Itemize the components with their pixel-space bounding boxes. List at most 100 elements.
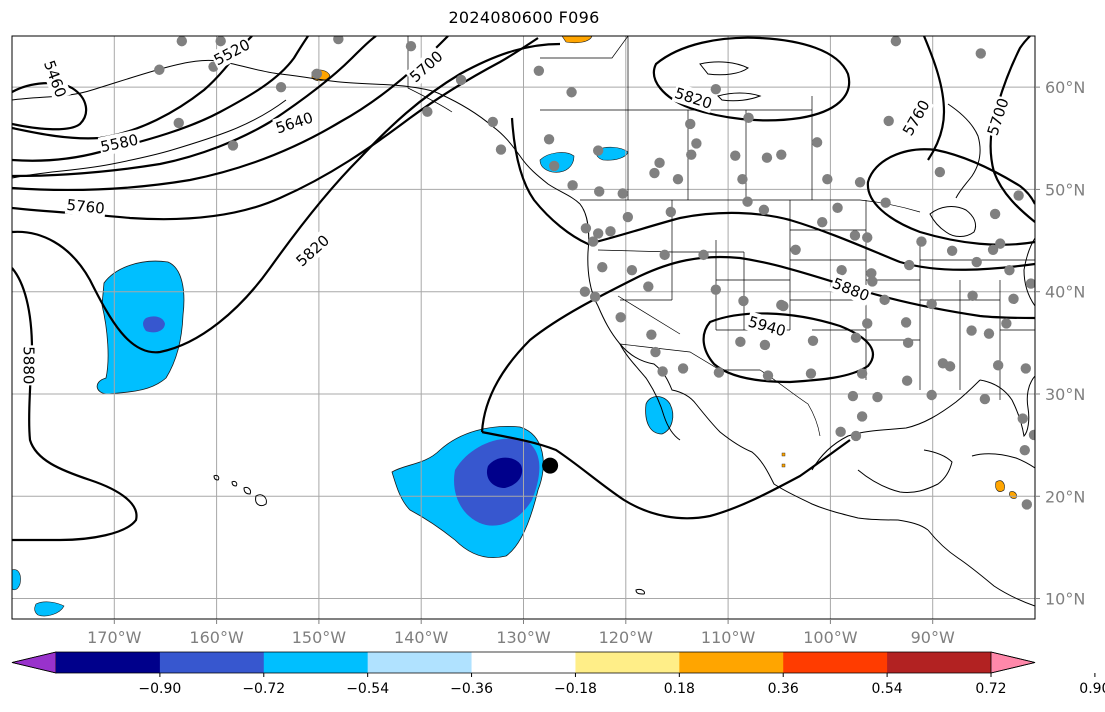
colorbar-swatch-2 [263, 652, 369, 673]
coastline-cuba [971, 453, 1035, 469]
station-marker-67 [657, 366, 668, 377]
anomaly-region-southwest [34, 601, 65, 617]
station-marker-104 [650, 346, 661, 358]
colorbar: −0.90 −0.72 −0.54 −0.36 −0.18 0.18 0.36 0.54 0.7… [11, 651, 1105, 697]
station-marker-53 [807, 335, 819, 346]
station-marker-32 [883, 115, 894, 127]
station-marker-112 [495, 144, 507, 155]
station-marker-93 [1004, 265, 1015, 276]
contour-5580 [12, 36, 309, 162]
islands [213, 475, 645, 595]
station-marker-6 [275, 81, 287, 93]
station-marker-84 [926, 389, 937, 401]
contour-label-bg-6 [291, 229, 334, 271]
lon-axis: 170°W 160°W 150°W 140°W 130°W 120°W 110°W 100°W… [87, 619, 955, 647]
anomaly-speck-2 [781, 463, 786, 468]
border-alaska-canada [407, 36, 453, 113]
contour-label-group-5: 5760 [64, 194, 107, 218]
island-maui [243, 487, 251, 495]
station-marker-33 [975, 48, 986, 59]
station-marker-43 [926, 298, 937, 310]
station-marker-59 [659, 249, 670, 261]
station-marker-12 [487, 116, 499, 128]
island-hawaii [255, 494, 267, 507]
station-marker-92 [1001, 318, 1012, 329]
station-marker-105 [902, 337, 914, 349]
station-marker-90 [937, 358, 949, 369]
station-marker-71 [900, 317, 912, 328]
station-marker-87 [836, 265, 847, 276]
coastline-arctic-islands [699, 61, 762, 102]
station-marker-78 [580, 223, 592, 234]
station-marker-1 [215, 36, 226, 47]
anomaly-region-gulf-california [645, 396, 674, 435]
anomaly-shading [12, 36, 1017, 617]
colorbar-tick-label: 0.90 [1079, 681, 1105, 697]
station-marker-41 [971, 256, 982, 268]
station-marker-48 [1020, 363, 1031, 374]
anomaly-region-edge-west [12, 569, 21, 591]
colorbar-swatch-5 [575, 652, 680, 673]
border-us-mexico [619, 343, 821, 437]
station-marker-0 [176, 36, 188, 47]
lon-tick-label: 140°W [394, 628, 449, 647]
station-marker-76 [665, 206, 677, 218]
station-marker-95 [979, 393, 991, 405]
station-marker-74 [790, 244, 801, 255]
station-marker-44 [903, 259, 915, 271]
station-marker-51 [872, 391, 883, 403]
island-clarion [635, 589, 645, 595]
station-marker-22 [686, 149, 697, 160]
station-marker-31 [854, 177, 866, 188]
station-marker-111 [737, 173, 748, 185]
station-marker-62 [592, 228, 604, 239]
height-contours [12, 36, 1035, 542]
anomaly-core-storm [486, 457, 523, 488]
station-markers [154, 36, 1035, 510]
station-marker-96 [966, 325, 977, 336]
anomaly-region-alberta [595, 146, 629, 161]
contour-label-bg-4 [404, 45, 448, 87]
border-states-east [920, 259, 1035, 400]
colorbar-swatch-6 [679, 652, 784, 673]
station-marker-14 [566, 87, 577, 98]
contour-5940 [702, 312, 874, 384]
coastline-yucatan [857, 449, 953, 493]
station-marker-100 [987, 244, 999, 255]
station-marker-68 [713, 367, 725, 378]
station-marker-50 [847, 390, 859, 402]
station-marker-57 [710, 284, 722, 295]
station-marker-72 [866, 268, 877, 279]
station-marker-86 [850, 430, 862, 442]
station-marker-4 [154, 64, 165, 75]
station-marker-103 [735, 336, 746, 348]
station-marker-47 [1017, 413, 1028, 424]
station-marker-29 [758, 204, 770, 216]
station-marker-39 [1013, 190, 1024, 201]
station-marker-94 [1025, 278, 1035, 289]
station-marker-66 [646, 329, 657, 340]
colorbar-tick-label: −0.54 [346, 681, 389, 697]
station-marker-30 [822, 173, 833, 185]
station-marker-60 [626, 265, 638, 276]
contour-label: 5880 [19, 346, 37, 384]
station-marker-63 [597, 261, 608, 273]
lat-tick-label: 50°N [1045, 180, 1085, 199]
station-marker-69 [759, 339, 771, 351]
graticule [12, 36, 1035, 619]
coastline-alaska-peninsula [12, 99, 287, 179]
contour-label-group-7: 5880 [19, 345, 39, 386]
contour-label-bg-12 [982, 94, 1013, 139]
contour-5880-south [481, 430, 851, 520]
station-marker-58 [698, 249, 709, 261]
contour-5820-east [652, 36, 851, 122]
colorbar-swatch-1 [159, 652, 265, 673]
station-marker-34 [890, 36, 902, 47]
station-marker-21 [649, 167, 660, 179]
contour-5700 [12, 36, 449, 192]
station-marker-97 [867, 276, 878, 287]
coastline-great-lakes [929, 206, 977, 237]
contour-5460 [12, 81, 88, 131]
station-marker-117 [776, 299, 787, 311]
